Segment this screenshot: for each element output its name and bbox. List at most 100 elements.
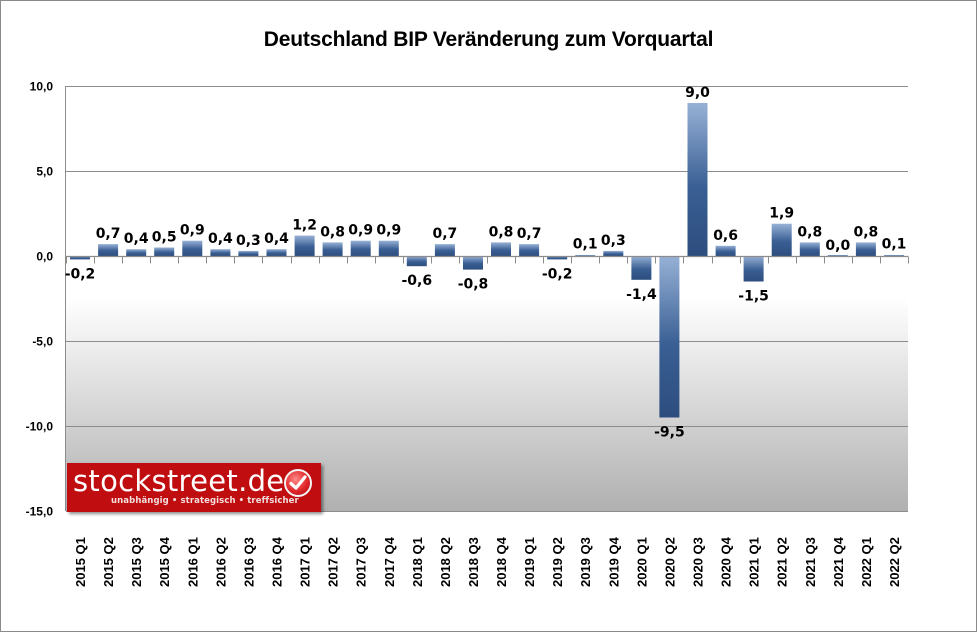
plot-area: [66, 86, 908, 511]
data-label: 0,7: [517, 226, 542, 242]
data-label: 0,7: [96, 226, 121, 242]
x-tick-label: 2019 Q2: [550, 537, 565, 587]
x-tick-label: 2020 Q4: [719, 536, 734, 587]
chart-title: Deutschland BIP Veränderung zum Vorquart…: [263, 28, 714, 51]
x-tick-label: 2022 Q2: [887, 537, 902, 587]
bar: [322, 242, 343, 256]
bar: [855, 242, 876, 256]
y-tick-label: 0,0: [36, 250, 53, 264]
x-tick-label: 2021 Q2: [775, 537, 790, 587]
x-tick-label: 2015 Q3: [129, 537, 144, 587]
data-label: 9,0: [685, 85, 710, 101]
data-label: 0,1: [882, 236, 907, 252]
x-tick-label: 2016 Q1: [185, 537, 200, 587]
x-tick-label: 2015 Q1: [73, 537, 88, 587]
x-tick-label: 2018 Q2: [438, 537, 453, 587]
stockstreet-logo: stockstreet.de unabhängig • strategisch …: [67, 463, 321, 512]
bar: [98, 244, 119, 256]
x-tick-label: 2017 Q3: [354, 537, 369, 587]
data-label: 0,0: [825, 238, 850, 254]
bar: [715, 245, 736, 256]
y-axis-labels: 10,0 5,0 0,0 -5,0 -10,0 -15,0: [26, 80, 54, 519]
x-tick-label: 2019 Q3: [578, 537, 593, 587]
y-tick-label: -10,0: [26, 420, 54, 434]
logo-tagline: unabhängig • strategisch • treffsicher: [111, 496, 299, 506]
data-labels: -0,20,7 0,4 0,5 0,90,4 0,3 0,41,2 0,8 0,9 0,9-0,…: [65, 85, 907, 441]
data-label: 0,8: [853, 224, 878, 240]
data-label: 0,4: [264, 231, 289, 247]
data-label: -0,2: [65, 266, 96, 282]
bar: [771, 223, 792, 256]
y-tick-label: 5,0: [36, 165, 53, 179]
logo-name: stockstreet.de: [73, 464, 285, 498]
x-tick-label: 2017 Q4: [382, 536, 397, 587]
bar: [463, 256, 483, 270]
data-label: 0,3: [236, 233, 261, 249]
x-tick-label: 2022 Q1: [859, 537, 874, 587]
x-tick-label: 2016 Q2: [213, 537, 228, 587]
x-tick-label: 2016 Q3: [241, 537, 256, 587]
x-axis-labels: 2015 Q1 2015 Q2 2015 Q3 2015 Q4 2016 Q1 2016 …: [73, 536, 902, 587]
bar: [154, 247, 175, 256]
data-label: 0,4: [124, 231, 149, 247]
bar: [350, 240, 371, 256]
bar: [266, 249, 287, 256]
data-label: 0,8: [320, 224, 345, 240]
bar: [631, 256, 652, 280]
y-tick-label: 10,0: [30, 80, 54, 94]
x-tick-label: 2020 Q3: [691, 537, 706, 587]
data-label: 0,9: [180, 223, 205, 239]
bar: [743, 256, 764, 282]
x-tick-label: 2020 Q2: [662, 537, 677, 587]
data-label: -1,4: [626, 287, 657, 303]
x-tick-label: 2021 Q3: [803, 537, 818, 587]
data-label: 0,3: [601, 233, 626, 249]
bar: [603, 250, 624, 256]
data-label: -0,8: [458, 277, 489, 293]
data-label: 0,8: [797, 224, 822, 240]
x-tick-label: 2021 Q1: [747, 537, 762, 587]
x-tick-label: 2021 Q4: [831, 536, 846, 587]
x-tick-label: 2017 Q1: [298, 537, 313, 587]
bars: [70, 103, 904, 418]
data-label: 0,1: [573, 236, 598, 252]
x-tick-label: 2018 Q1: [410, 537, 425, 587]
y-tick-label: -5,0: [32, 335, 53, 349]
data-label: 0,5: [152, 230, 177, 246]
x-tick-label: 2018 Q4: [494, 536, 509, 587]
data-label: 0,4: [208, 231, 233, 247]
data-label: 1,9: [769, 206, 794, 222]
bar: [210, 249, 231, 256]
bar: [126, 249, 147, 256]
bar: [547, 256, 568, 260]
bar: [434, 244, 455, 256]
x-tick-label: 2019 Q4: [606, 536, 621, 587]
x-tick-label: 2016 Q4: [270, 536, 285, 587]
bar: [519, 244, 540, 256]
bar: [182, 240, 203, 256]
bar: [491, 242, 511, 256]
bar: [70, 256, 90, 260]
data-label: 0,9: [348, 223, 373, 239]
x-axis: [66, 255, 909, 264]
data-label: -9,5: [654, 425, 685, 441]
data-label: 0,9: [376, 223, 401, 239]
bar: [406, 256, 427, 267]
bar: [238, 250, 259, 256]
data-label: 1,2: [292, 218, 317, 234]
bar: [687, 103, 708, 256]
bar: [799, 242, 820, 256]
bar: [659, 256, 680, 418]
x-tick-label: 2017 Q2: [326, 537, 341, 587]
y-tick-label: -15,0: [26, 505, 54, 519]
x-tick-label: 2019 Q1: [522, 537, 537, 587]
data-label: 0,6: [713, 228, 738, 244]
check-badge-icon: [284, 469, 312, 497]
x-tick-label: 2015 Q2: [101, 537, 116, 587]
data-label: -1,5: [738, 289, 769, 305]
bar: [294, 235, 315, 256]
data-label: 0,8: [489, 224, 514, 240]
data-label: 0,7: [432, 226, 457, 242]
x-tick-label: 2020 Q1: [634, 537, 649, 587]
